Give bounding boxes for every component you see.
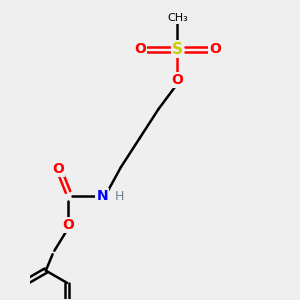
Text: H: H xyxy=(115,190,124,202)
Text: N: N xyxy=(96,189,108,203)
Text: O: O xyxy=(209,42,221,56)
Text: S: S xyxy=(172,42,183,57)
Text: O: O xyxy=(62,218,74,232)
Text: O: O xyxy=(134,42,146,56)
Text: CH₃: CH₃ xyxy=(167,14,188,23)
Text: O: O xyxy=(171,73,183,87)
Text: O: O xyxy=(52,162,64,176)
